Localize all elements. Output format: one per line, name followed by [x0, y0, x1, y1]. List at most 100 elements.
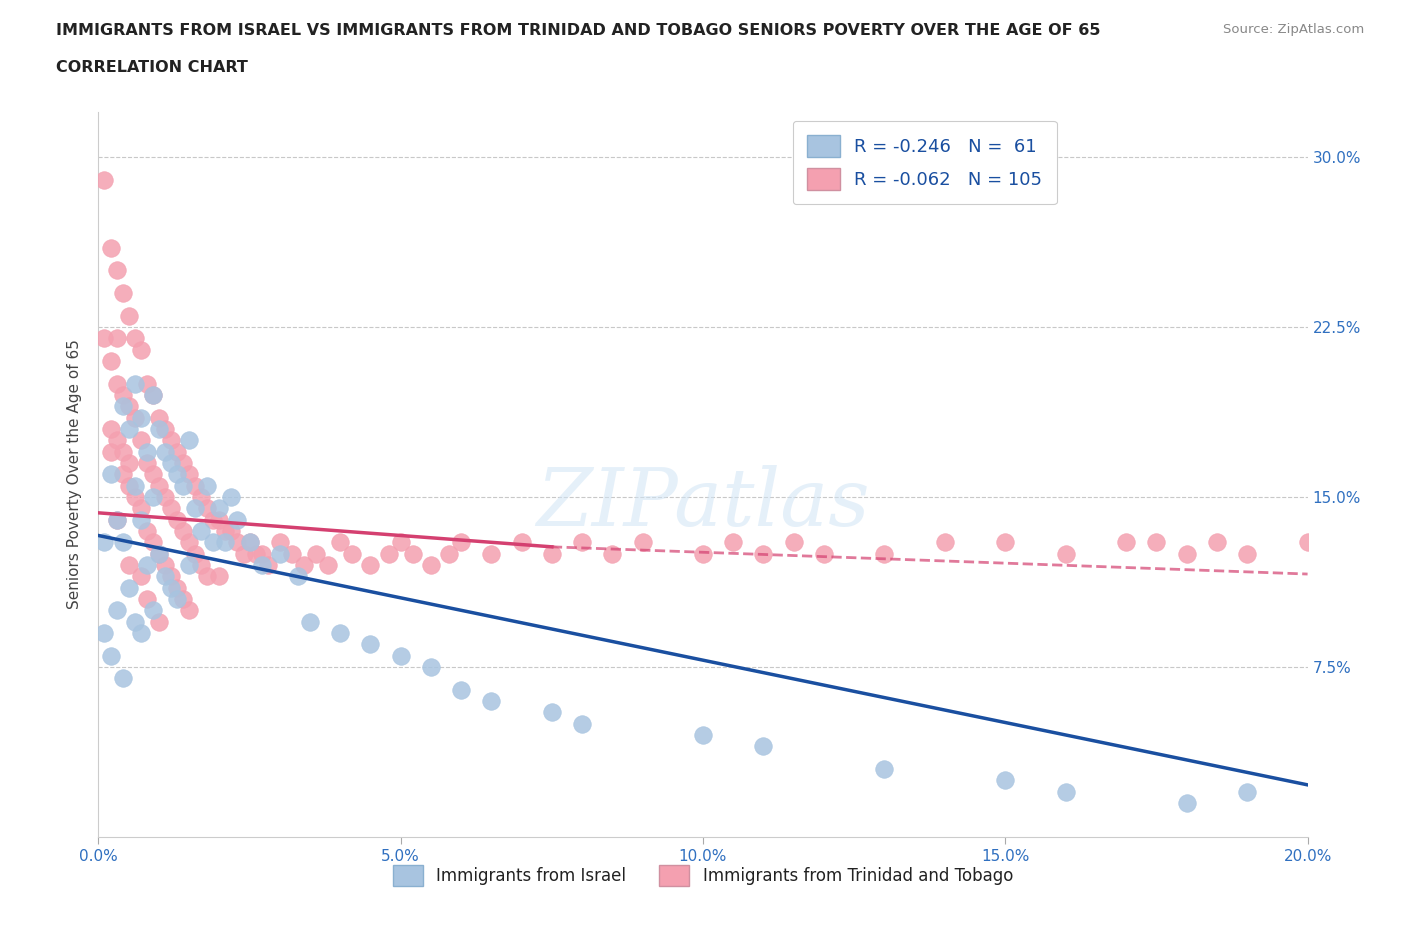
Point	[783, 535, 806, 550]
Point	[437, 546, 460, 561]
Point	[184, 546, 207, 561]
Text: CORRELATION CHART: CORRELATION CHART	[56, 60, 247, 75]
Point	[329, 535, 352, 550]
Point	[172, 456, 194, 471]
Point	[129, 626, 152, 641]
Point	[153, 445, 176, 459]
Point	[1236, 784, 1258, 799]
Point	[118, 580, 141, 595]
Point	[1115, 535, 1137, 550]
Point	[153, 558, 176, 573]
Point	[360, 558, 382, 573]
Point	[190, 524, 212, 538]
Point	[142, 603, 165, 618]
Point	[221, 489, 243, 504]
Point	[232, 546, 254, 561]
Point	[153, 489, 176, 504]
Point	[184, 478, 207, 493]
Point	[142, 467, 165, 482]
Point	[571, 535, 593, 550]
Point	[100, 353, 122, 368]
Point	[723, 535, 745, 550]
Point	[135, 558, 157, 573]
Point	[124, 478, 146, 493]
Point	[111, 467, 134, 482]
Point	[179, 467, 201, 482]
Point	[1296, 535, 1319, 550]
Point	[100, 421, 122, 436]
Point	[450, 683, 472, 698]
Point	[100, 648, 122, 663]
Point	[100, 240, 122, 255]
Point	[135, 445, 157, 459]
Point	[256, 558, 278, 573]
Point	[148, 421, 170, 436]
Point	[571, 716, 593, 731]
Point	[129, 512, 152, 527]
Point	[934, 535, 956, 550]
Point	[179, 432, 201, 447]
Point	[148, 478, 170, 493]
Point	[105, 603, 128, 618]
Point	[160, 569, 183, 584]
Point	[105, 376, 128, 391]
Point	[111, 535, 134, 550]
Point	[93, 535, 115, 550]
Point	[142, 388, 165, 403]
Point	[1054, 784, 1077, 799]
Point	[179, 558, 201, 573]
Point	[105, 331, 128, 346]
Legend: Immigrants from Israel, Immigrants from Trinidad and Tobago: Immigrants from Israel, Immigrants from …	[384, 857, 1022, 894]
Point	[124, 489, 146, 504]
Point	[305, 546, 328, 561]
Point	[602, 546, 624, 561]
Point	[226, 535, 249, 550]
Point	[269, 546, 291, 561]
Point	[994, 535, 1017, 550]
Point	[221, 524, 243, 538]
Point	[118, 421, 141, 436]
Point	[239, 535, 262, 550]
Point	[148, 410, 170, 425]
Point	[292, 558, 315, 573]
Point	[105, 263, 128, 278]
Point	[1144, 535, 1167, 550]
Point	[166, 580, 188, 595]
Point	[179, 535, 201, 550]
Point	[250, 558, 273, 573]
Point	[111, 671, 134, 685]
Point	[287, 569, 309, 584]
Point	[153, 569, 176, 584]
Point	[281, 546, 304, 561]
Point	[420, 558, 443, 573]
Text: IMMIGRANTS FROM ISRAEL VS IMMIGRANTS FROM TRINIDAD AND TOBAGO SENIORS POVERTY OV: IMMIGRANTS FROM ISRAEL VS IMMIGRANTS FRO…	[56, 23, 1101, 38]
Point	[100, 467, 122, 482]
Point	[540, 705, 562, 720]
Point	[111, 388, 134, 403]
Point	[124, 376, 146, 391]
Point	[692, 727, 714, 742]
Point	[540, 546, 562, 561]
Point	[752, 546, 775, 561]
Point	[118, 478, 141, 493]
Point	[195, 501, 218, 516]
Point	[124, 410, 146, 425]
Point	[245, 546, 267, 561]
Point	[226, 512, 249, 527]
Point	[118, 456, 141, 471]
Point	[316, 558, 339, 573]
Point	[135, 456, 157, 471]
Y-axis label: Seniors Poverty Over the Age of 65: Seniors Poverty Over the Age of 65	[67, 339, 83, 609]
Point	[208, 501, 231, 516]
Point	[142, 535, 165, 550]
Point	[190, 489, 212, 504]
Point	[172, 524, 194, 538]
Point	[208, 569, 231, 584]
Point	[329, 626, 352, 641]
Point	[420, 659, 443, 674]
Point	[93, 626, 115, 641]
Point	[214, 535, 236, 550]
Point	[389, 535, 412, 550]
Point	[631, 535, 654, 550]
Point	[813, 546, 835, 561]
